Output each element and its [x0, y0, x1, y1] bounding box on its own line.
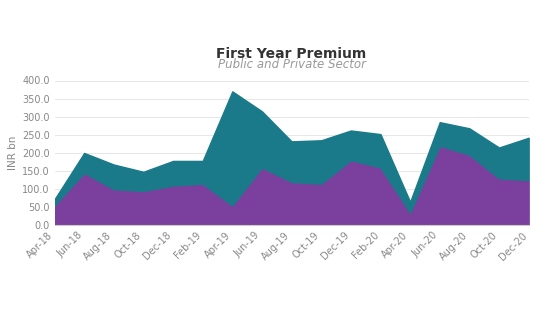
Text: Public and Private Sector: Public and Private Sector	[217, 58, 366, 71]
Y-axis label: INR bn: INR bn	[8, 136, 18, 170]
Legend: Public Sector (LIC), Private Sector: Public Sector (LIC), Private Sector	[179, 320, 404, 322]
Title: First Year Premium: First Year Premium	[216, 47, 367, 61]
